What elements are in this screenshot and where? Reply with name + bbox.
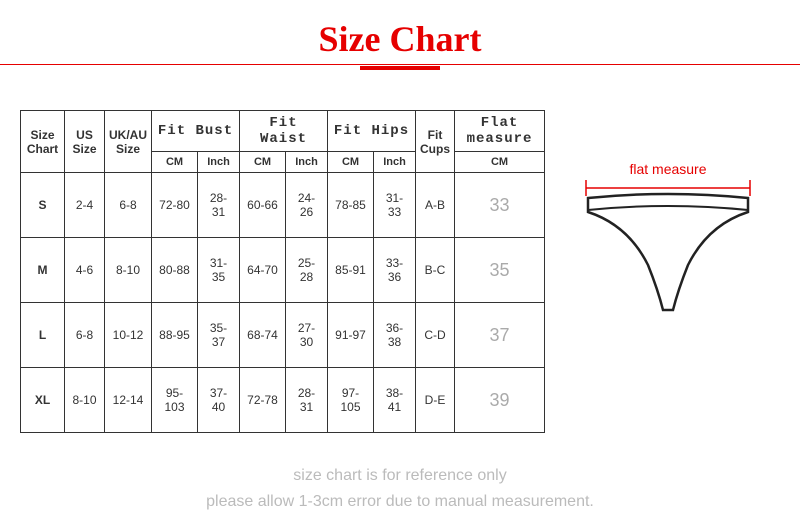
th-bust-cm: CM — [152, 152, 198, 173]
cell-bust-cm: 72-80 — [152, 173, 198, 238]
content-area: Size Chart US Size UK/AU Size Fit Bust F… — [0, 70, 800, 433]
page-title: Size Chart — [319, 18, 482, 60]
table-header: Size Chart US Size UK/AU Size Fit Bust F… — [21, 111, 545, 173]
th-size-chart: Size Chart — [21, 111, 65, 173]
cell-hips-in: 31-33 — [374, 173, 416, 238]
th-fit-cups: Fit Cups — [416, 111, 455, 173]
cell-waist-in: 24-26 — [286, 173, 328, 238]
footnote-line1: size chart is for reference only — [0, 463, 800, 489]
cell-bust-in: 28-31 — [198, 173, 240, 238]
cell-bust-cm: 95-103 — [152, 368, 198, 433]
th-flat-cm: CM — [455, 152, 545, 173]
cell-size: M — [21, 238, 65, 303]
cell-cups: B-C — [416, 238, 455, 303]
cell-bust-in: 31-35 — [198, 238, 240, 303]
th-ukau-size: UK/AU Size — [105, 111, 152, 173]
cell-hips-in: 38-41 — [374, 368, 416, 433]
table-row: M 4-6 8-10 80-88 31-35 64-70 25-28 85-91… — [21, 238, 545, 303]
cell-waist-in: 25-28 — [286, 238, 328, 303]
th-us-size: US Size — [65, 111, 105, 173]
cell-us: 4-6 — [65, 238, 105, 303]
cell-flat: 39 — [455, 368, 545, 433]
underwear-icon: flat measure — [578, 150, 758, 320]
th-hips-cm: CM — [328, 152, 374, 173]
th-fit-bust: Fit Bust — [152, 111, 240, 152]
th-waist-cm: CM — [240, 152, 286, 173]
table-row: XL 8-10 12-14 95-103 37-40 72-78 28-31 9… — [21, 368, 545, 433]
cell-ukau: 6-8 — [105, 173, 152, 238]
cell-hips-cm: 85-91 — [328, 238, 374, 303]
cell-bust-cm: 88-95 — [152, 303, 198, 368]
cell-waist-cm: 64-70 — [240, 238, 286, 303]
cell-hips-cm: 91-97 — [328, 303, 374, 368]
cell-hips-in: 36-38 — [374, 303, 416, 368]
title-horizontal-rule — [0, 64, 800, 65]
title-bar: Size Chart — [0, 0, 800, 70]
cell-us: 2-4 — [65, 173, 105, 238]
table-row: S 2-4 6-8 72-80 28-31 60-66 24-26 78-85 … — [21, 173, 545, 238]
cell-waist-cm: 60-66 — [240, 173, 286, 238]
cell-size: XL — [21, 368, 65, 433]
cell-flat: 35 — [455, 238, 545, 303]
th-flat-measure: Flat measure — [455, 111, 545, 152]
cell-flat: 37 — [455, 303, 545, 368]
cell-cups: D-E — [416, 368, 455, 433]
table-row: L 6-8 10-12 88-95 35-37 68-74 27-30 91-9… — [21, 303, 545, 368]
cell-hips-cm: 97-105 — [328, 368, 374, 433]
th-hips-inch: Inch — [374, 152, 416, 173]
cell-waist-in: 28-31 — [286, 368, 328, 433]
cell-cups: C-D — [416, 303, 455, 368]
th-fit-waist: Fit Waist — [240, 111, 328, 152]
cell-cups: A-B — [416, 173, 455, 238]
th-bust-inch: Inch — [198, 152, 240, 173]
cell-flat: 33 — [455, 173, 545, 238]
diagram-label: flat measure — [629, 161, 706, 177]
cell-waist-cm: 72-78 — [240, 368, 286, 433]
cell-bust-in: 35-37 — [198, 303, 240, 368]
footnote-line2: please allow 1-3cm error due to manual m… — [0, 489, 800, 515]
cell-size: L — [21, 303, 65, 368]
size-chart-table: Size Chart US Size UK/AU Size Fit Bust F… — [20, 110, 545, 433]
size-table-wrapper: Size Chart US Size UK/AU Size Fit Bust F… — [20, 110, 545, 433]
cell-waist-in: 27-30 — [286, 303, 328, 368]
cell-ukau: 8-10 — [105, 238, 152, 303]
footnote: size chart is for reference only please … — [0, 463, 800, 514]
cell-hips-cm: 78-85 — [328, 173, 374, 238]
cell-ukau: 10-12 — [105, 303, 152, 368]
cell-hips-in: 33-36 — [374, 238, 416, 303]
cell-us: 6-8 — [65, 303, 105, 368]
cell-bust-cm: 80-88 — [152, 238, 198, 303]
table-body: S 2-4 6-8 72-80 28-31 60-66 24-26 78-85 … — [21, 173, 545, 433]
flat-measure-diagram: flat measure — [545, 110, 780, 320]
cell-size: S — [21, 173, 65, 238]
cell-ukau: 12-14 — [105, 368, 152, 433]
th-waist-inch: Inch — [286, 152, 328, 173]
th-fit-hips: Fit Hips — [328, 111, 416, 152]
cell-us: 8-10 — [65, 368, 105, 433]
title-underline — [360, 66, 440, 70]
cell-bust-in: 37-40 — [198, 368, 240, 433]
cell-waist-cm: 68-74 — [240, 303, 286, 368]
